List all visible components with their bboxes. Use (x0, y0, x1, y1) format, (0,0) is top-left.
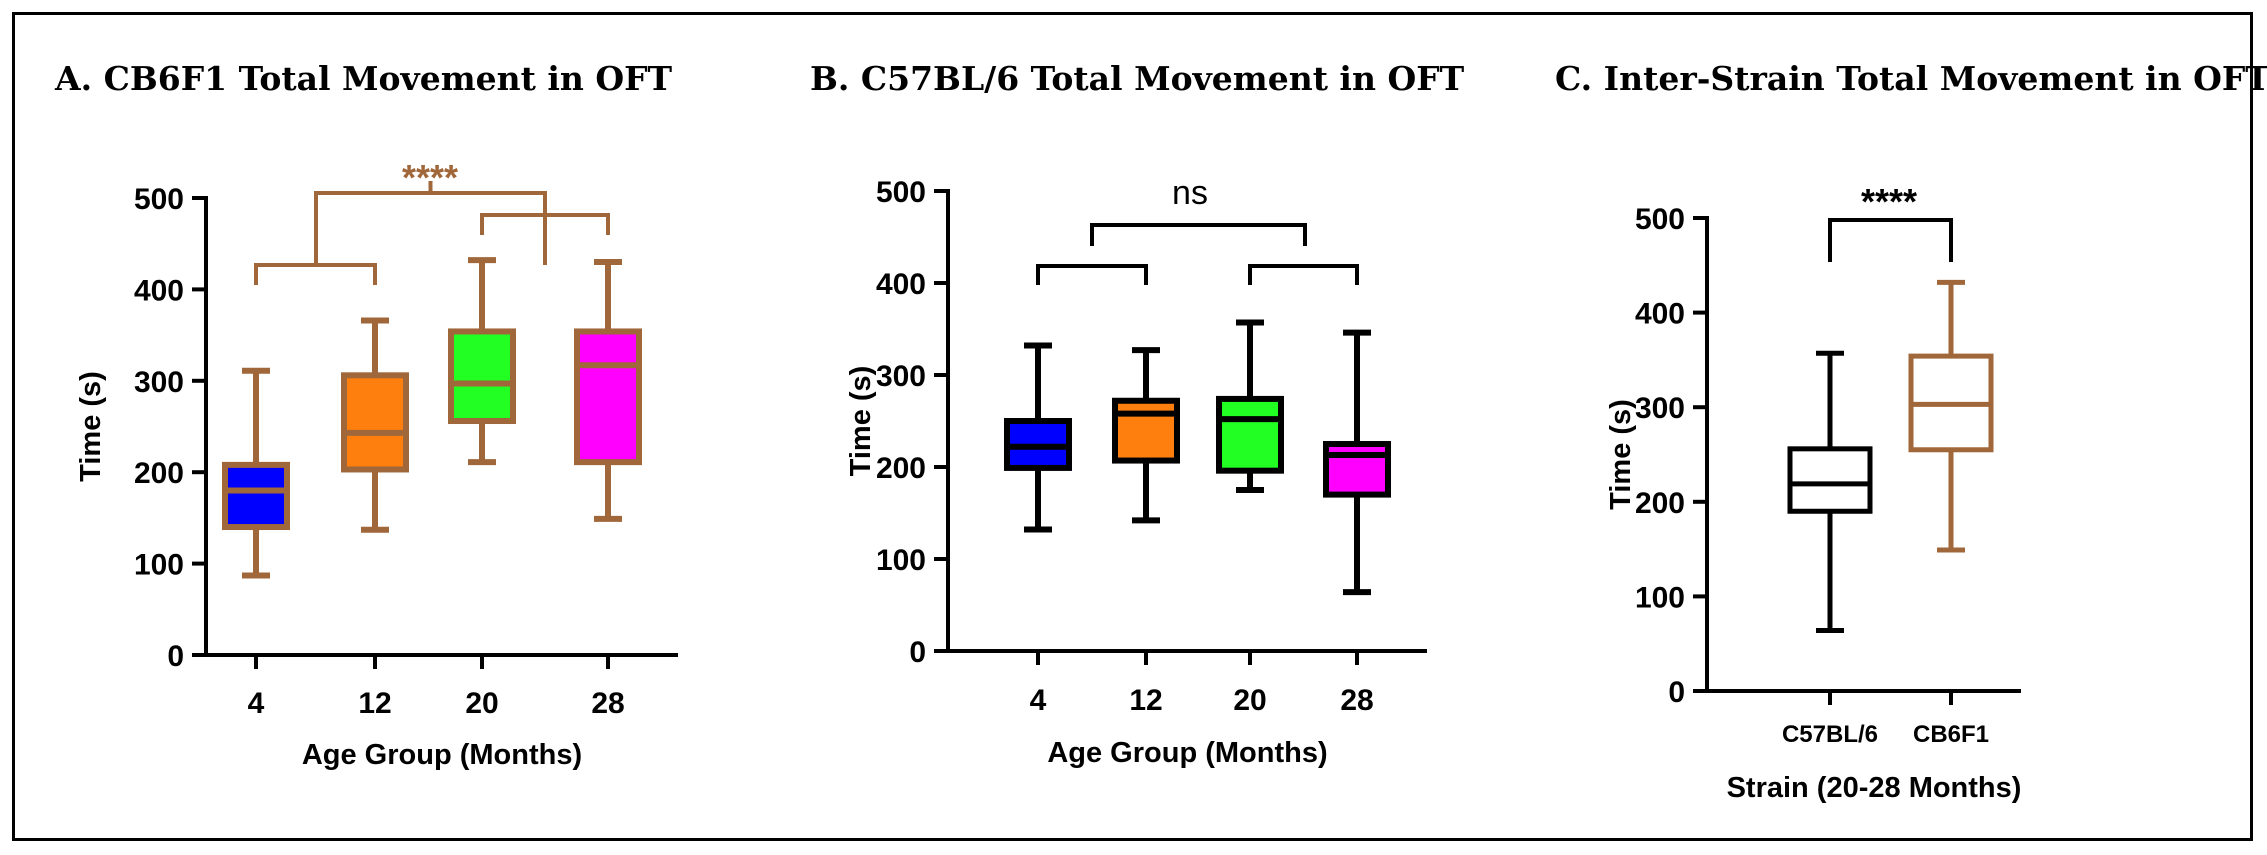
x-tick-label: C57BL/6 (1782, 721, 1878, 748)
panel-c: 0 100 200 300 400 500 C57BL/6 CB6F1 Strain (20-2… (1605, 181, 2021, 804)
y-tick-label: 200 (134, 457, 184, 490)
significance-label: **** (402, 157, 458, 198)
iqr-box (448, 328, 516, 425)
box-12 (341, 317, 409, 533)
y-tick-label: 400 (876, 268, 926, 301)
box-28 (1323, 329, 1391, 596)
y-tick-label: 100 (1635, 581, 1685, 614)
x-tick-label: CB6F1 (1913, 721, 1989, 748)
y-tick-label: 100 (876, 544, 926, 577)
x-axis-label: Age Group (Months) (302, 739, 582, 771)
y-tick-label: 0 (909, 636, 926, 669)
y-tick-label: 300 (134, 366, 184, 399)
x-tick-label: 12 (358, 687, 391, 720)
y-tick-label: 200 (876, 452, 926, 485)
box-4 (222, 367, 290, 579)
y-tick-label: 500 (134, 183, 184, 216)
x-axis-label: Age Group (Months) (1047, 737, 1327, 769)
panel-b: 0 100 200 300 400 500 4 12 20 28 Age Group (Months… (845, 174, 1427, 769)
x-tick-label: 20 (465, 687, 498, 720)
y-tick-label: 300 (876, 360, 926, 393)
x-axis-label: Strain (20-28 Months) (1727, 772, 2022, 804)
box-28 (574, 258, 642, 522)
box-20 (1216, 319, 1284, 493)
y-tick-label: 300 (1635, 392, 1685, 425)
iqr-box (1216, 395, 1284, 474)
y-tick-label: 100 (134, 549, 184, 582)
iqr-box (1323, 441, 1391, 498)
significance-label: **** (1861, 181, 1917, 222)
y-axis-label: Time (s) (845, 366, 877, 477)
box-c57bl6 (1787, 350, 1873, 633)
box-4 (1004, 342, 1072, 533)
iqr-box (574, 328, 642, 466)
panel-c-title: C. Inter-Strain Total Movement in OFT (1555, 59, 2267, 98)
iqr-box (222, 461, 290, 531)
iqr-box (1787, 446, 1873, 514)
y-tick-label: 200 (1635, 487, 1685, 520)
panel-a: 0 100 200 300 400 500 4 12 20 28 Age Group (Months… (75, 157, 678, 771)
panel-b-title: B. C57BL/6 Total Movement in OFT (810, 59, 1465, 98)
y-tick-label: 400 (1635, 298, 1685, 331)
x-tick-label: 20 (1233, 684, 1266, 717)
box-20 (448, 257, 516, 466)
x-tick-label: 28 (1340, 684, 1373, 717)
y-tick-label: 0 (167, 640, 184, 673)
significance-bracket (1036, 264, 1148, 285)
x-tick-label: 4 (1030, 684, 1047, 717)
significance-label: ns (1172, 174, 1208, 212)
y-axis-label: Time (s) (1605, 399, 1637, 510)
x-tick-label: 12 (1129, 684, 1162, 717)
significance-bracket (1248, 264, 1359, 285)
x-tick-label: 4 (248, 687, 265, 720)
iqr-box (1112, 397, 1180, 464)
y-tick-label: 500 (876, 176, 926, 209)
significance-bracket (254, 263, 377, 285)
iqr-box (341, 372, 409, 473)
panel-a-title: A. CB6F1 Total Movement in OFT (54, 59, 673, 98)
box-cb6f1 (1908, 279, 1994, 553)
y-tick-label: 400 (134, 274, 184, 307)
y-tick-label: 500 (1635, 203, 1685, 236)
significance-bracket (1828, 218, 1953, 262)
significance-bracket (1090, 223, 1307, 246)
box-12 (1112, 347, 1180, 524)
x-tick-label: 28 (591, 687, 624, 720)
significance-bracket (314, 191, 547, 265)
y-tick-label: 0 (1668, 676, 1685, 709)
y-axis-label: Time (s) (75, 371, 107, 482)
